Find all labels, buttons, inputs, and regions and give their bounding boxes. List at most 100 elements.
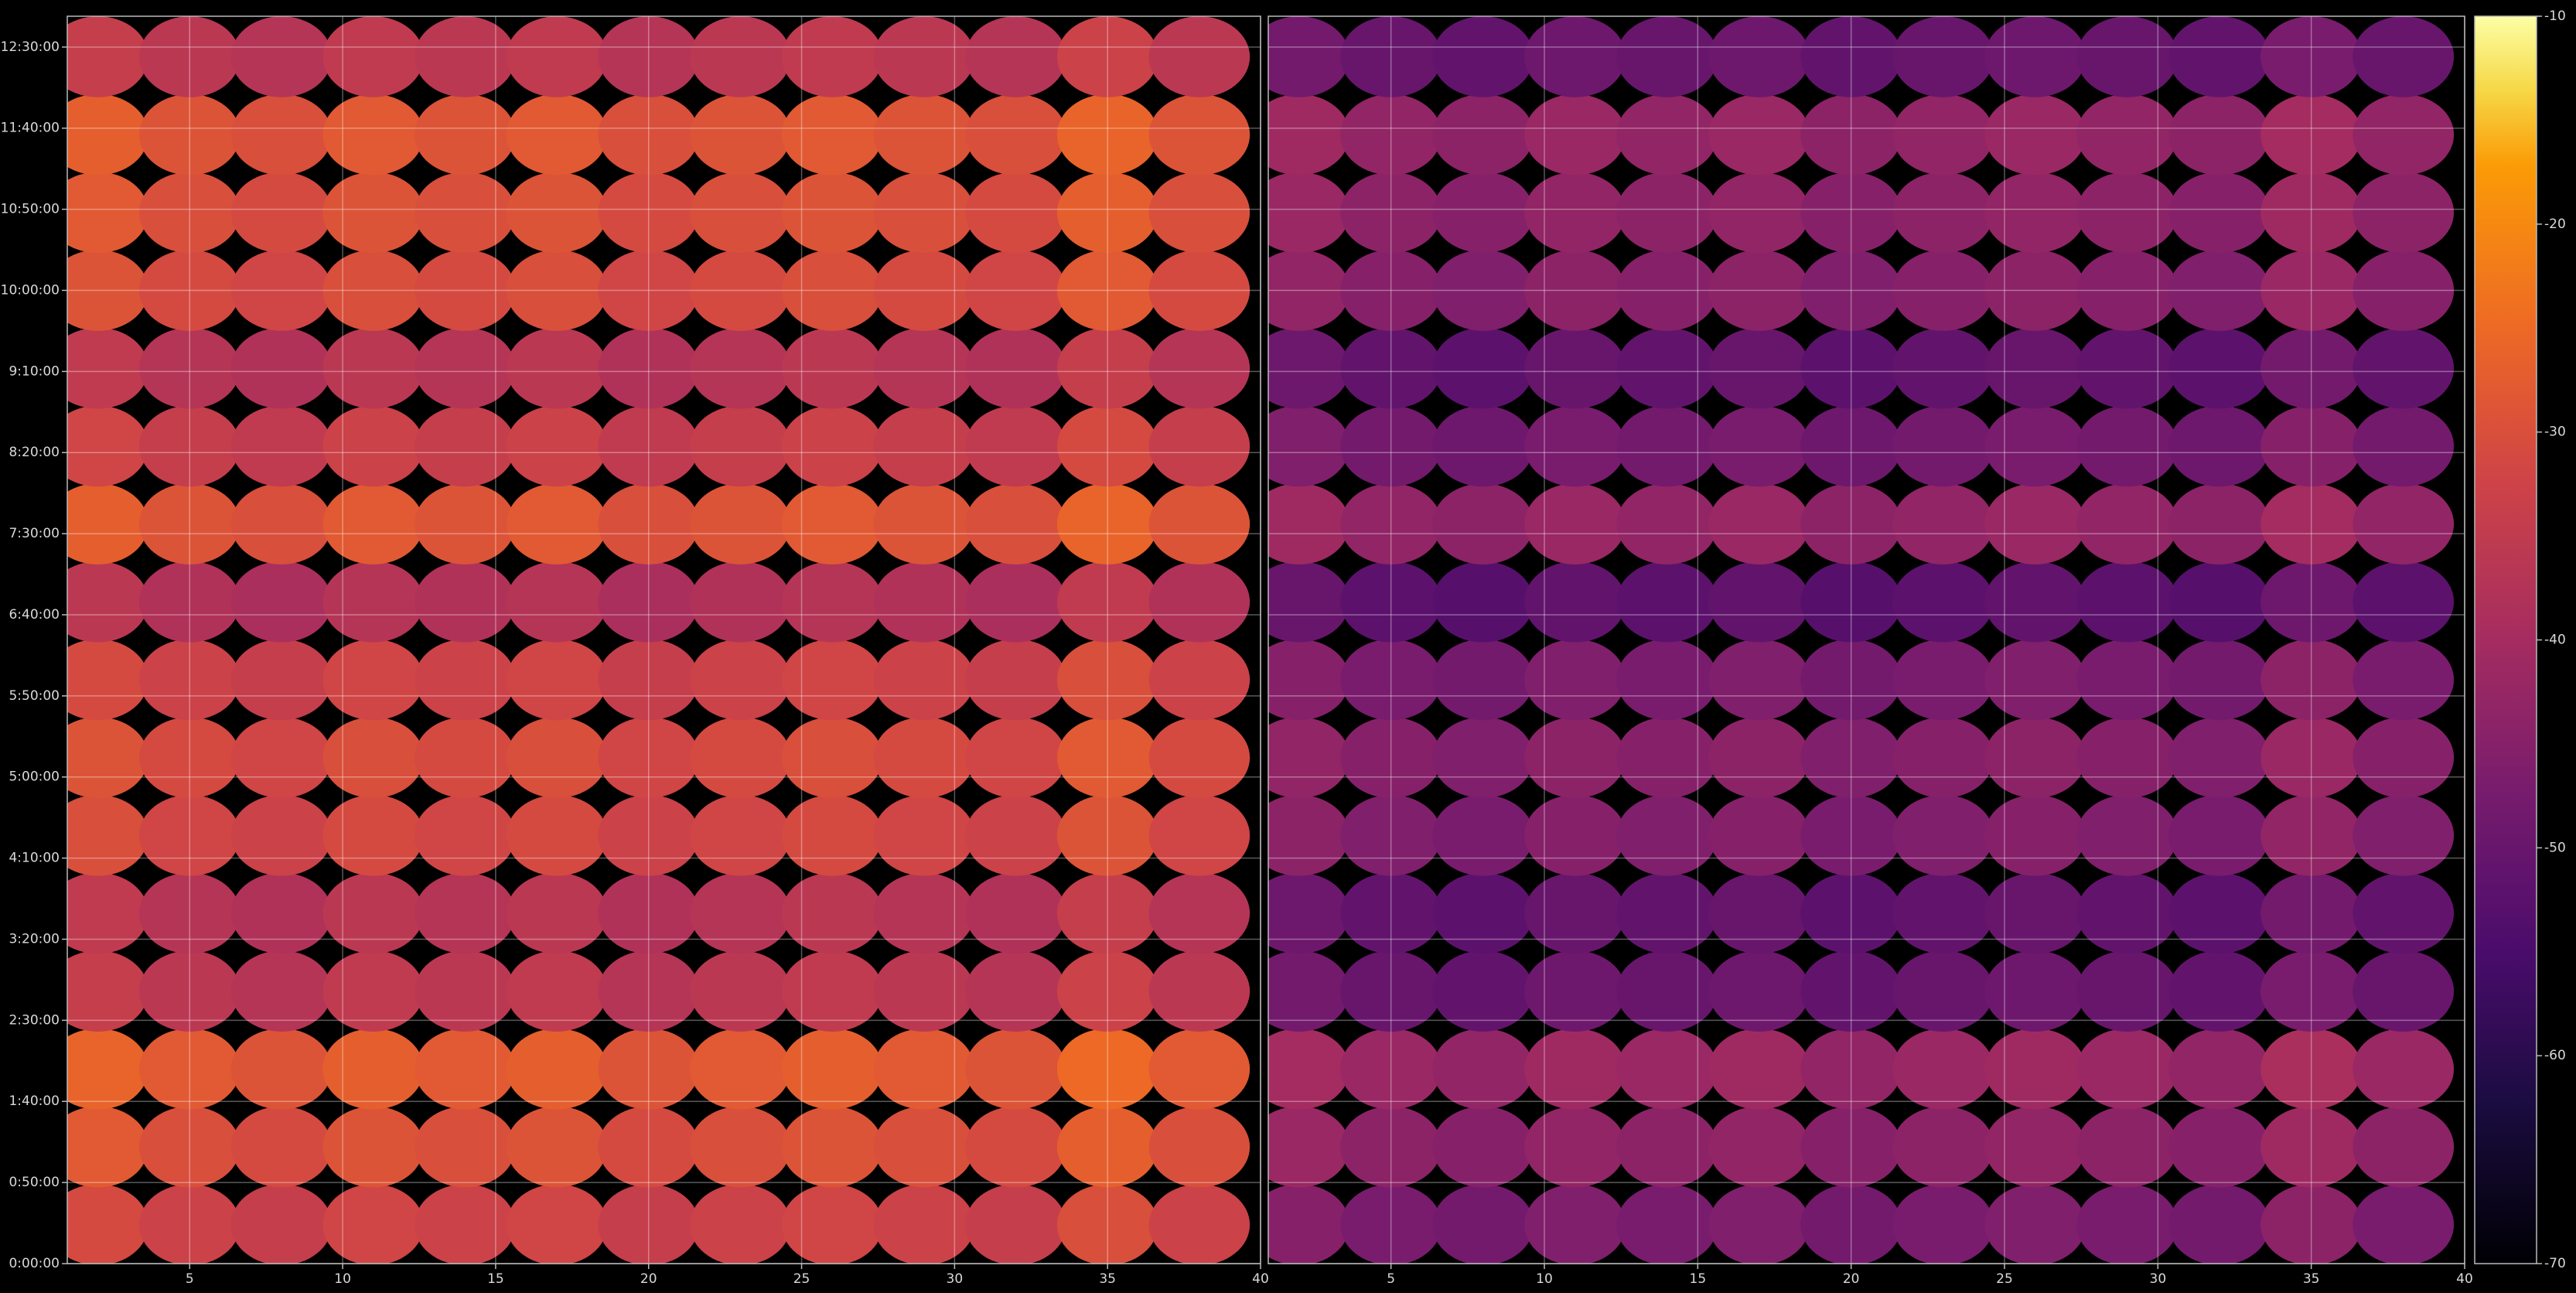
heat-cell (1616, 94, 1718, 176)
heat-cell (1268, 639, 1350, 721)
heat-cell (230, 950, 333, 1032)
heat-cell (781, 483, 883, 565)
heat-cell (1268, 1184, 1350, 1264)
heat-cell (1432, 717, 1534, 798)
colorbar-tick-label: -60 (2544, 1048, 2566, 1063)
heat-cell (2076, 405, 2179, 487)
heat-cell (2076, 872, 2179, 954)
heat-cell (1340, 172, 1442, 254)
x-tick-label: 10 (334, 1271, 351, 1287)
heat-cell (415, 872, 516, 954)
heat-cell (1268, 561, 1350, 643)
heat-cell (781, 327, 883, 409)
heat-cell (2260, 1184, 2363, 1264)
heat-cell (690, 327, 791, 409)
heat-cell (1268, 794, 1350, 876)
heat-cell (322, 872, 424, 954)
heat-cell (1984, 16, 2086, 97)
heat-cell (138, 94, 241, 176)
heat-cell (138, 950, 241, 1032)
heat-cell (138, 794, 241, 876)
x-tick-label: 30 (2150, 1271, 2167, 1287)
heat-cell (415, 561, 516, 643)
heat-cell (415, 1028, 516, 1110)
heat-cell (1340, 16, 1442, 97)
heat-cell (598, 250, 699, 331)
y-tick-label: 12:30:00 (1, 39, 60, 55)
heat-cell (67, 1106, 148, 1188)
colorbar-tick-label: -30 (2544, 425, 2566, 440)
heat-cell (230, 639, 333, 721)
heat-cell (598, 639, 699, 721)
heat-cell (690, 717, 791, 798)
heat-cell (415, 794, 516, 876)
heat-cell (1892, 94, 1994, 176)
heat-cell (1892, 872, 1994, 954)
heat-cell (322, 327, 424, 409)
heat-cell (2168, 794, 2271, 876)
heat-cell (1056, 561, 1158, 643)
heat-cell (2353, 950, 2455, 1032)
heat-cell (1708, 872, 1810, 954)
heat-cell (1708, 16, 1810, 97)
heat-cell (1268, 1106, 1350, 1188)
heat-cell (2353, 717, 2455, 798)
heat-cell (2168, 1028, 2271, 1110)
heat-cell (1616, 561, 1718, 643)
heat-cell (2260, 1106, 2363, 1188)
y-tick-label: 10:50:00 (1, 202, 60, 217)
heat-cell (2260, 639, 2363, 721)
heat-cell (2076, 717, 2179, 798)
heat-cell (1892, 794, 1994, 876)
heat-cell (1268, 872, 1350, 954)
heat-cell (873, 172, 975, 254)
heat-cell (2353, 483, 2455, 565)
heat-cell (1340, 1028, 1442, 1110)
heat-cell (1340, 950, 1442, 1032)
heat-cell (2260, 561, 2363, 643)
heat-cell (230, 1028, 333, 1110)
heat-cell (598, 950, 699, 1032)
heat-cell (2260, 717, 2363, 798)
x-tick-label: 15 (487, 1271, 504, 1287)
panel (67, 16, 1261, 1264)
heat-cell (1340, 1184, 1442, 1264)
heat-cell (1800, 327, 1902, 409)
heat-cell (1892, 327, 1994, 409)
heat-cell (2353, 16, 2455, 97)
heat-cell (781, 872, 883, 954)
heat-cell (1892, 561, 1994, 643)
heat-cell (2168, 950, 2271, 1032)
heat-cell (1148, 172, 1250, 254)
heat-cell (67, 950, 148, 1032)
heat-cell (415, 16, 516, 97)
heat-cell (873, 250, 975, 331)
heat-cell (873, 483, 975, 565)
heat-cell (1984, 327, 2086, 409)
heat-cell (873, 561, 975, 643)
heat-cell (2076, 794, 2179, 876)
heat-cell (1892, 16, 1994, 97)
y-tick-label: 10:00:00 (1, 282, 60, 298)
heat-cell (1892, 639, 1994, 721)
heat-cell (415, 1184, 516, 1264)
heat-cell (322, 483, 424, 565)
heat-cell (1148, 16, 1250, 97)
heat-cell (1892, 250, 1994, 331)
heat-cell (415, 405, 516, 487)
heat-cell (138, 717, 241, 798)
heat-cell (1056, 327, 1158, 409)
heat-cell (506, 717, 608, 798)
heat-cell (506, 16, 608, 97)
heat-cell (322, 405, 424, 487)
heat-cell (598, 327, 699, 409)
heat-cell (1892, 172, 1994, 254)
heat-cell (1056, 94, 1158, 176)
heat-cell (322, 250, 424, 331)
x-tick-label: 10 (1536, 1271, 1553, 1287)
heat-cell (598, 405, 699, 487)
heat-cell (1800, 561, 1902, 643)
heat-cell (1268, 250, 1350, 331)
heat-cell (2168, 872, 2271, 954)
